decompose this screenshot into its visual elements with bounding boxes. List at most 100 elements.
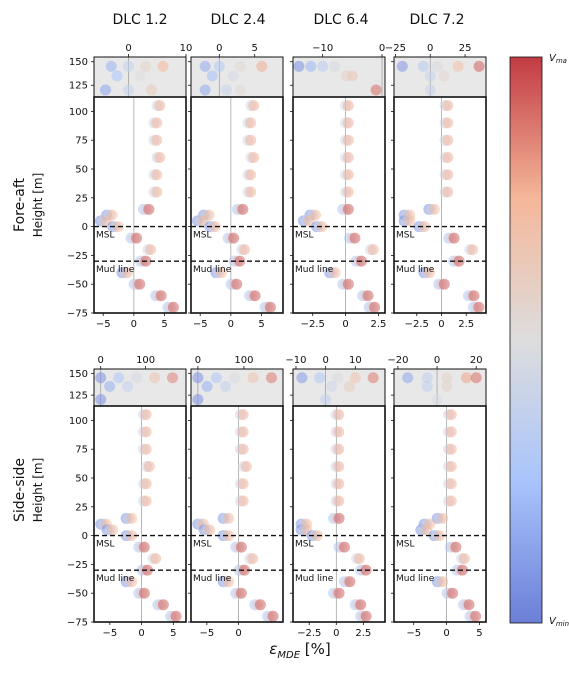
- upper-point-r2c1-5: [104, 380, 116, 392]
- upper-point-r2c4-1: [421, 372, 433, 384]
- profile-point-r1c3-1-1: [342, 117, 354, 129]
- profile-point-r2c3-3-1: [333, 460, 345, 472]
- lower-xtick-label-r1c2-0: −5: [193, 319, 208, 330]
- profile-point-r2c3-1-1: [333, 426, 345, 438]
- profile-point-r2c1-15-2: [157, 599, 169, 611]
- upper-point-r1c4-3: [452, 60, 464, 72]
- upper-point-r1c3-6: [370, 84, 382, 96]
- lower-xtick-label-r1c4-0: −2.5: [405, 319, 429, 330]
- upper-point-r2c4-6: [441, 380, 453, 392]
- profile-point-r2c2-9-2: [223, 530, 235, 542]
- profile-point-r2c1-2-1: [140, 443, 152, 455]
- profile-point-r2c3-10-2: [338, 541, 350, 553]
- upper-xtick-label-r1c3-0: −10: [312, 43, 333, 54]
- profile-point-r1c4-2-1: [442, 134, 454, 146]
- upper-point-r2c3-5: [326, 380, 338, 392]
- profile-point-r1c2-11-1: [239, 244, 251, 256]
- upper-point-r1c1-4: [111, 70, 123, 82]
- upper-point-r2c2-3: [247, 372, 259, 384]
- profile-point-r2c4-5-1: [445, 495, 457, 507]
- upper-point-r1c3-3: [329, 60, 341, 72]
- msl-label-r1c3: MSL: [295, 231, 314, 241]
- lower-frame-r2c4: [393, 405, 487, 623]
- lower-xtick-label-r1c3-0: −2.5: [301, 319, 325, 330]
- lower-box-r1c3: [293, 97, 385, 313]
- profile-point-r2c2-16-2: [267, 610, 279, 622]
- profile-point-r1c3-11-1: [367, 244, 379, 256]
- ytick-label-r2c1-9: 150: [69, 369, 88, 380]
- upper-point-r2c2-7: [192, 393, 204, 405]
- profile-point-r2c2-0-1: [237, 409, 249, 421]
- profile-point-r2c2-8-2: [204, 524, 216, 536]
- profile-point-r2c4-1-1: [445, 426, 457, 438]
- ytick-label-r1c1-7: 100: [69, 107, 88, 118]
- profile-point-r1c1-15-2: [155, 290, 167, 302]
- profile-point-r2c1-6-2: [126, 512, 138, 524]
- colorbar-bottom-label: Vmin: [549, 616, 569, 628]
- profile-point-r2c1-11-1: [150, 553, 162, 565]
- upper-xtick-label-r2c2-0: 0: [195, 355, 201, 366]
- profile-point-r2c3-16-2: [360, 610, 372, 622]
- colorbar-top-label: Vma: [549, 53, 567, 65]
- profile-point-r2c1-14-2: [138, 587, 150, 599]
- y-axis-label-top: Height [m]: [31, 173, 45, 238]
- profile-point-r2c3-11-1: [353, 553, 365, 565]
- upper-xtick-label-r2c1-1: 100: [136, 355, 155, 366]
- upper-point-r2c4-7: [431, 393, 443, 405]
- upper-point-r1c1-1: [123, 60, 134, 72]
- lower-xtick-label-r2c4-1: 0: [443, 628, 449, 639]
- lower-frame-r1c2: [190, 96, 284, 314]
- profile-point-r1c1-13-2: [121, 267, 133, 279]
- profile-point-r2c3-0-1: [333, 409, 345, 421]
- profile-point-r1c1-10-2: [131, 232, 143, 244]
- profile-point-r1c4-8-2: [404, 215, 416, 227]
- profile-point-r2c4-9-2: [433, 530, 445, 542]
- upper-point-r1c3-2: [317, 60, 329, 72]
- profile-point-r1c3-9-2: [316, 221, 328, 233]
- profile-point-r1c3-4-1: [342, 169, 354, 181]
- lower-xtick-label-r2c2-1: 0: [235, 628, 241, 639]
- msl-label-r1c1: MSL: [96, 231, 115, 241]
- upper-point-r1c4-2: [431, 60, 443, 72]
- upper-xtick-label-r1c3-1: 0: [379, 43, 385, 54]
- upper-point-r1c2-4: [206, 70, 218, 82]
- profile-point-r1c3-6-2: [342, 203, 354, 215]
- profile-point-r1c1-4-1: [151, 169, 163, 181]
- upper-point-r1c4-4: [473, 60, 485, 72]
- profile-point-r1c2-2-1: [245, 134, 257, 146]
- upper-point-r2c2-6: [220, 380, 231, 392]
- profile-point-r2c3-5-1: [333, 495, 345, 507]
- profile-point-r1c4-6-2: [428, 203, 440, 215]
- ytick-label-r1c1-3: 0: [82, 222, 88, 233]
- profile-point-r2c4-2-1: [445, 443, 457, 455]
- profile-point-r1c1-3-1: [154, 151, 166, 163]
- lower-xtick-label-r1c2-1: 0: [228, 319, 234, 330]
- lower-box-r2c2: [191, 406, 283, 622]
- msl-label-r2c4: MSL: [396, 540, 415, 550]
- upper-point-r1c1-3: [157, 60, 169, 72]
- profile-point-r1c2-10-2: [228, 232, 240, 244]
- profile-point-r1c4-16-2: [473, 301, 485, 313]
- upper-point-r1c2-3: [256, 60, 268, 72]
- profile-point-r2c1-4-1: [140, 478, 152, 490]
- ytick-label-r2c1-2: −25: [67, 560, 88, 571]
- ytick-label-r2c1-3: 0: [82, 531, 88, 542]
- upper-point-r2c1-2: [131, 372, 143, 384]
- lower-xtick-label-r2c1-2: 5: [170, 628, 176, 639]
- profile-point-r2c4-0-1: [445, 409, 457, 421]
- upper-point-r1c4-5: [424, 70, 436, 82]
- profile-point-r1c2-1-1: [245, 117, 257, 129]
- upper-xtick-label-r2c3-1: 0: [322, 355, 328, 366]
- profile-point-r2c1-13-2: [126, 576, 138, 588]
- upper-xtick-label-r2c3-0: −10: [285, 355, 306, 366]
- lower-xtick-label-r2c1-0: −5: [102, 628, 117, 639]
- profile-point-r2c3-15-2: [355, 599, 367, 611]
- ytick-label-r2c1-0: −75: [67, 618, 88, 629]
- ytick-label-r2c1-5: 50: [75, 474, 88, 485]
- profile-point-r2c4-13-2: [437, 576, 449, 588]
- upper-point-r2c1-4: [167, 372, 179, 384]
- upper-point-r2c2-4: [266, 372, 277, 384]
- lower-xtick-label-r1c2-2: 5: [258, 319, 264, 330]
- msl-label-r1c2: MSL: [193, 231, 212, 241]
- profile-point-r2c4-11-1: [458, 553, 470, 565]
